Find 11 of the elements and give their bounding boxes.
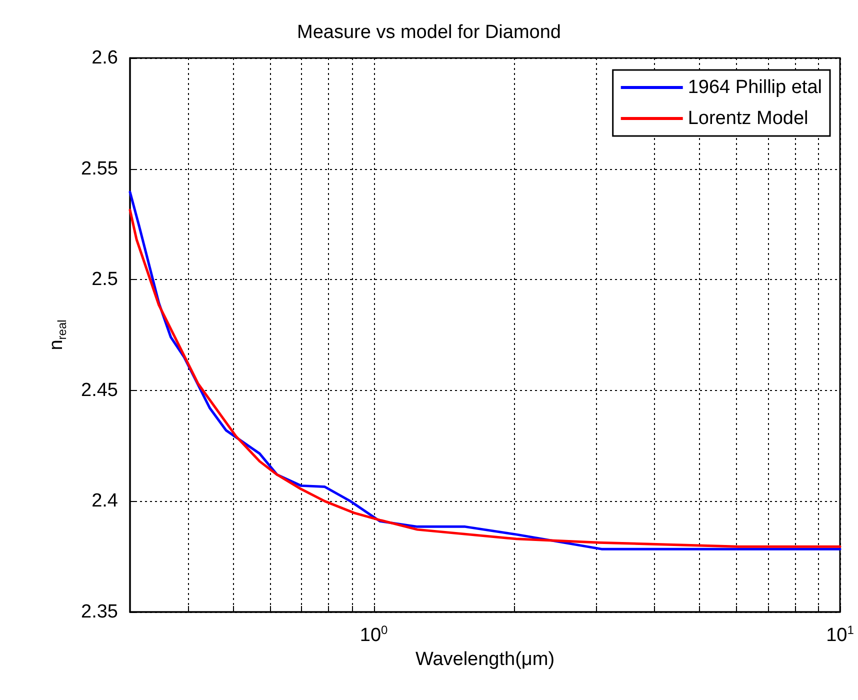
y-tick-label: 2.4 xyxy=(92,490,118,512)
legend-label: Lorentz Model xyxy=(688,108,808,129)
y-tick-label: 2.6 xyxy=(92,48,118,68)
y-axis-title: nreal xyxy=(46,320,69,350)
x-axis-title: Wavelength(μm) xyxy=(415,649,555,670)
legend-label: 1964 Phillip etal xyxy=(688,77,822,98)
y-tick-label: 2.55 xyxy=(81,158,118,180)
chart-title: Measure vs model for Diamond xyxy=(297,22,561,43)
y-tick-label: 2.35 xyxy=(81,602,118,622)
y-tick-label: 2.45 xyxy=(81,380,118,401)
y-tick-label: 2.5 xyxy=(92,269,118,290)
